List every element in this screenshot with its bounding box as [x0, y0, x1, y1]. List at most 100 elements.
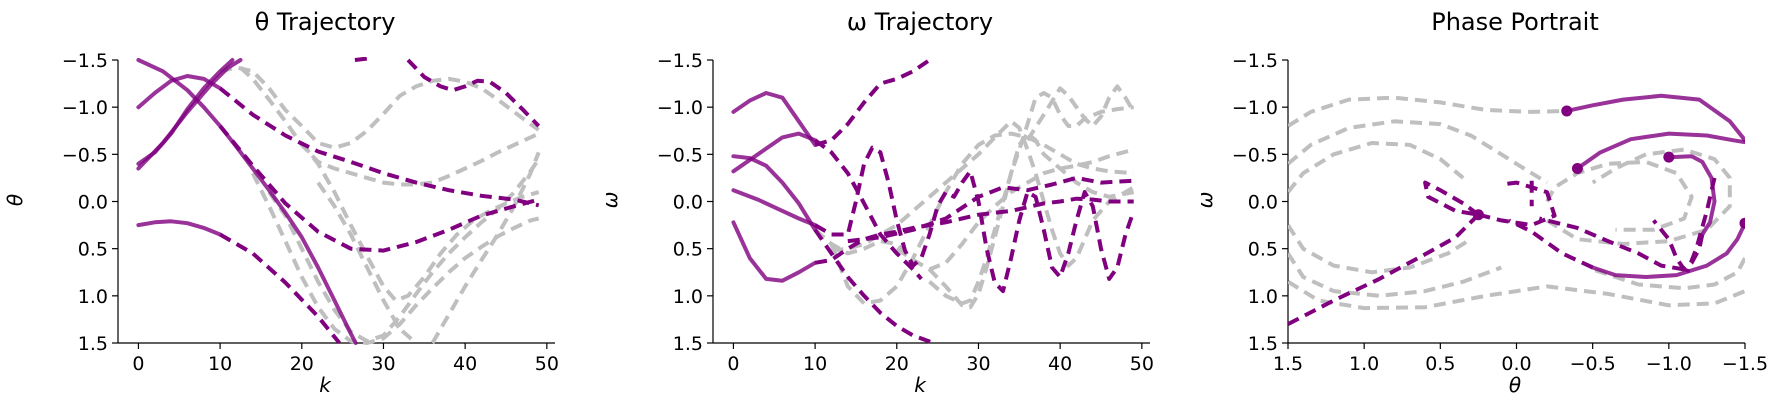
omega-y-tick-label: 1.5 [673, 333, 703, 355]
theta-series-line-9 [406, 58, 541, 128]
phase-portrait-panel: Phase Portrait θ ω 1.5 1.0 0.5 0.0 −0.5 −1.0 −… [1193, 8, 1768, 397]
omega-plot-area [731, 58, 1136, 345]
phase-y-axis-label: ω [1193, 192, 1217, 209]
omega-y-tick-label: −0.5 [657, 144, 703, 166]
phase-y-tick-label: 1.0 [1248, 286, 1278, 308]
omega-x-tick-label: 30 [966, 353, 990, 375]
omega-series-line-7 [813, 138, 923, 281]
theta-y-tick-label: −0.5 [62, 144, 108, 166]
phase-marker-point-2 [1663, 151, 1675, 163]
theta-series-line-3 [136, 58, 243, 171]
phase-marker-point-4 [1472, 209, 1484, 221]
phase-y-tick-label: 0.5 [1248, 239, 1278, 261]
phase-marker-point-0 [1561, 105, 1573, 117]
phase-series-line-8 [1508, 218, 1594, 270]
theta-series-line-5 [219, 232, 341, 345]
theta-y-tick-label: −1.0 [62, 97, 108, 119]
phase-x-tick-label: −1.0 [1646, 353, 1692, 375]
phase-plot-area [1288, 93, 1745, 326]
phase-series-line-11 [1685, 177, 1717, 274]
omega-y-tick-label: 0.5 [673, 239, 703, 261]
phase-y-tick-label: −1.5 [1232, 50, 1278, 72]
theta-x-axis-label: k [319, 373, 332, 397]
theta-x-tick-label: 50 [535, 353, 559, 375]
theta-series-line-10 [219, 65, 540, 150]
phase-series-line-0 [1564, 93, 1745, 143]
phase-x-axis-label: θ [1509, 373, 1521, 397]
theta-series-line-15 [316, 181, 418, 345]
phase-y-tick-label: −1.0 [1232, 97, 1278, 119]
theta-chart-title: θ Trajectory [255, 8, 396, 36]
omega-chart-title: ω Trajectory [847, 8, 993, 36]
phase-series-line-13 [1288, 119, 1549, 185]
phase-x-tick-label: 1.0 [1349, 353, 1379, 375]
theta-plot-area [136, 57, 541, 345]
omega-series-line-6 [813, 228, 935, 345]
omega-y-axis-label: ω [598, 192, 622, 209]
omega-y-tick-label: −1.0 [657, 97, 703, 119]
phase-series-line-18 [1545, 147, 1732, 246]
phase-y-tick-label: 1.5 [1248, 333, 1278, 355]
theta-y-tick-label: 1.0 [78, 286, 108, 308]
omega-series-line-15 [928, 91, 1134, 306]
phase-series-line-20 [1592, 257, 1745, 291]
omega-series-line-10 [847, 175, 1134, 244]
theta-x-tick-label: 40 [453, 353, 477, 375]
omega-y-tick-label: −1.5 [657, 50, 703, 72]
omega-series-line-16 [1025, 84, 1136, 142]
phase-series-line-9 [1652, 219, 1705, 272]
theta-series-line-8 [354, 57, 372, 62]
phase-series-line-2 [1666, 154, 1717, 237]
omega-series-line-13 [831, 119, 1135, 268]
theta-series-line-4 [136, 219, 223, 237]
phase-marker-point-3 [1739, 217, 1745, 229]
phase-series-line-16 [1288, 252, 1502, 298]
theta-x-tick-label: 0 [132, 353, 144, 375]
phase-series-line-10 [1538, 216, 1685, 272]
omega-x-tick-label: 20 [885, 353, 909, 375]
theta-series-line-6 [218, 86, 540, 208]
phase-x-tick-label: 0.5 [1425, 353, 1455, 375]
theta-series-line-14 [300, 141, 540, 303]
phase-series-line-15 [1288, 224, 1472, 275]
phase-x-tick-label: −0.5 [1570, 353, 1616, 375]
theta-x-tick-label: 10 [208, 353, 232, 375]
phase-series-line-12 [1288, 95, 1567, 128]
omega-series-line-11 [813, 147, 1135, 272]
omega-x-tick-label: 0 [727, 353, 739, 375]
omega-series-line-2 [731, 131, 818, 174]
omega-trajectory-panel: ω Trajectory k ω 0 10 20 30 40 50 −1.5 −1.0 −0.5… [598, 8, 1154, 397]
omega-series-line-5 [814, 58, 931, 147]
phase-series-line-19 [1545, 159, 1694, 232]
omega-y-tick-label: 0.0 [673, 192, 703, 214]
phase-series-line-5 [1423, 180, 1480, 217]
omega-y-tick-label: 1.0 [673, 286, 703, 308]
theta-series-line-16 [430, 151, 541, 344]
omega-series-line-8 [814, 145, 1136, 294]
phase-x-tick-label: −1.5 [1722, 353, 1768, 375]
phase-y-tick-label: −0.5 [1232, 144, 1278, 166]
omega-x-tick-label: 50 [1130, 353, 1154, 375]
omega-x-axis-label: k [914, 373, 927, 397]
phase-series-line-6 [1477, 180, 1557, 228]
theta-x-tick-label: 20 [290, 353, 314, 375]
theta-y-tick-label: 0.0 [78, 192, 108, 214]
phase-series-line-17 [1288, 279, 1745, 311]
phase-x-tick-label: 0.0 [1501, 353, 1531, 375]
omega-series-line-1 [731, 154, 818, 232]
phase-series-line-4 [1288, 213, 1480, 326]
theta-series-line-0 [136, 58, 358, 345]
phase-series-line-3 [1590, 221, 1745, 279]
theta-series-line-11 [239, 66, 540, 187]
phase-marker-point-1 [1571, 162, 1583, 174]
theta-y-tick-label: 1.5 [78, 333, 108, 355]
theta-y-tick-label: −1.5 [62, 50, 108, 72]
theta-series-line-13 [267, 157, 541, 344]
theta-x-tick-label: 30 [371, 353, 395, 375]
theta-y-tick-label: 0.5 [78, 239, 108, 261]
omega-x-tick-label: 10 [803, 353, 827, 375]
theta-series-line-12 [251, 172, 540, 345]
phase-y-tick-label: 0.0 [1248, 192, 1278, 214]
theta-y-axis-label: θ [3, 194, 27, 206]
